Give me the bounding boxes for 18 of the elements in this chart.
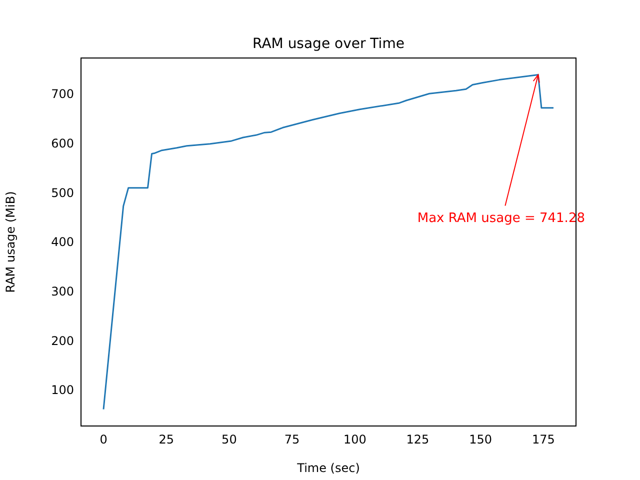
x-tick-label: 0 (100, 432, 108, 446)
y-tick-label: 600 (51, 136, 74, 151)
y-tick-label: 400 (51, 235, 74, 250)
x-tick-label: 175 (532, 432, 555, 446)
chart-title: RAM usage over Time (252, 36, 404, 52)
x-tick-label: 50 (222, 432, 237, 446)
y-tick-label: 500 (51, 186, 74, 200)
x-tick-label: 150 (469, 432, 492, 446)
y-tick-label: 300 (51, 284, 74, 299)
y-tick-label: 100 (51, 383, 74, 398)
x-tick-label: 125 (406, 432, 430, 446)
x-tick-label: 100 (343, 432, 366, 446)
y-axis-title: RAM usage (MiB) (3, 191, 18, 293)
x-axis-title: Time (sec) (296, 460, 360, 475)
y-tick-label: 200 (51, 334, 74, 348)
y-tick-label: 700 (51, 87, 74, 102)
x-tick-label: 75 (284, 432, 300, 446)
x-tick-label: 25 (158, 432, 174, 446)
